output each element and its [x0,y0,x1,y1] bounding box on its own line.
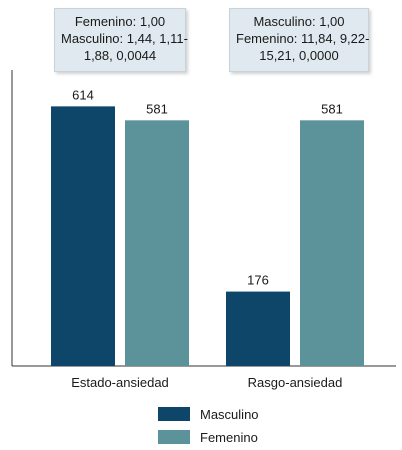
legend-swatch-masculino [158,407,190,421]
bar-femenino-rasgo [300,120,364,366]
annotation-line: 15,21, 0,0000 [259,48,339,63]
data-label: 581 [321,101,343,116]
data-label: 614 [72,87,94,102]
category-label: Estado-ansiedad [71,375,169,390]
annotation-line: Masculino: 1,44, 1,11- [61,31,188,46]
annotation-line: Femenino: 1,00 [74,14,166,29]
data-label: 176 [247,273,269,288]
bar-femenino-estado [125,120,189,366]
bars-layer: 614 581 Estado-ansiedad 176 581 Rasgo-ansieda… [51,87,364,390]
legend-item-masculino: Masculino [158,405,259,423]
annotation-box-estado: Femenino: 1,00 Masculino: 1,44, 1,11- 1,… [54,8,188,72]
annotation-line: 1,88, 0,0044 [83,48,157,63]
legend-label: Masculino [200,406,259,422]
bar-masculino-estado [51,106,115,366]
legend-item-femenino: Femenino [158,428,258,446]
category-label: Rasgo-ansiedad [248,375,343,390]
data-label: 581 [146,101,168,116]
bar-masculino-rasgo [226,291,290,366]
legend-label: Femenino [200,429,258,445]
annotation-line: Masculino: 1,00 [253,14,345,29]
annotation-box-rasgo: Masculino: 1,00 Femenino: 11,84, 9,22- 1… [229,8,369,72]
legend-swatch-femenino [158,430,190,444]
annotation-line: Femenino: 11,84, 9,22- [236,31,370,46]
